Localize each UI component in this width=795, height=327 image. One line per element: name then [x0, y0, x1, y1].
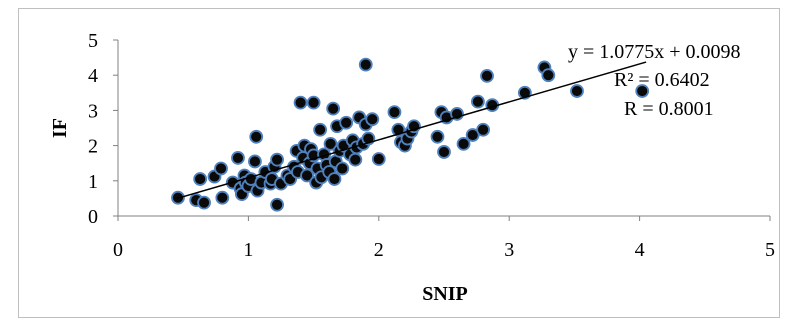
- data-point: [570, 84, 584, 98]
- x-tick-label: 2: [374, 239, 384, 261]
- x-tick-label: 5: [765, 239, 775, 261]
- data-point: [430, 129, 445, 144]
- data-point: [313, 122, 328, 137]
- trendline-equation: y = 1.0775x + 0.0098: [568, 41, 741, 63]
- data-point: [197, 195, 211, 210]
- data-point: [371, 152, 386, 166]
- data-point: [339, 115, 354, 130]
- data-point: [215, 190, 230, 205]
- data-point: [471, 94, 485, 109]
- data-point: [476, 122, 491, 137]
- y-tick-label: 4: [88, 65, 98, 87]
- data-point: [306, 95, 321, 110]
- data-point: [480, 69, 494, 83]
- data-point: [358, 57, 373, 72]
- data-point: [437, 145, 451, 159]
- axes: 0 1 2 3 4 5 0 1 2 3 4 5: [88, 30, 775, 261]
- data-point: [270, 197, 284, 212]
- data-point: [387, 105, 402, 120]
- data-point: [249, 129, 264, 144]
- data-point: [327, 172, 342, 186]
- x-tick-label: 1: [243, 239, 253, 261]
- data-point: [365, 112, 380, 127]
- y-tick-label: 0: [88, 206, 98, 228]
- y-tick-label: 3: [88, 100, 98, 122]
- data-point: [231, 151, 245, 165]
- data-point: [335, 161, 350, 176]
- data-point: [293, 95, 308, 110]
- y-axis-title: IF: [49, 118, 71, 138]
- y-tick-label: 2: [88, 136, 98, 158]
- data-point: [456, 136, 471, 151]
- y-tick-label: 5: [88, 30, 98, 52]
- data-point: [270, 152, 284, 167]
- data-point: [248, 154, 262, 169]
- chart-frame: [18, 8, 780, 318]
- data-point: [348, 152, 363, 167]
- r-label: R = 0.8001: [624, 98, 714, 120]
- x-tick-label: 0: [113, 239, 123, 261]
- x-tick-label: 3: [504, 239, 514, 261]
- data-point: [193, 172, 208, 186]
- data-point: [323, 136, 338, 151]
- trendline-group: [176, 61, 647, 200]
- trendline: [176, 61, 647, 200]
- r-squared-label: R² = 0.6402: [614, 69, 710, 91]
- y-tick-label: 1: [88, 171, 98, 193]
- data-point: [541, 68, 556, 83]
- x-tick-label: 4: [635, 239, 645, 261]
- data-point: [214, 161, 228, 176]
- data-point: [635, 84, 650, 98]
- data-points: [171, 57, 650, 212]
- data-point: [326, 101, 341, 116]
- x-axis-title: SNIP: [422, 283, 468, 305]
